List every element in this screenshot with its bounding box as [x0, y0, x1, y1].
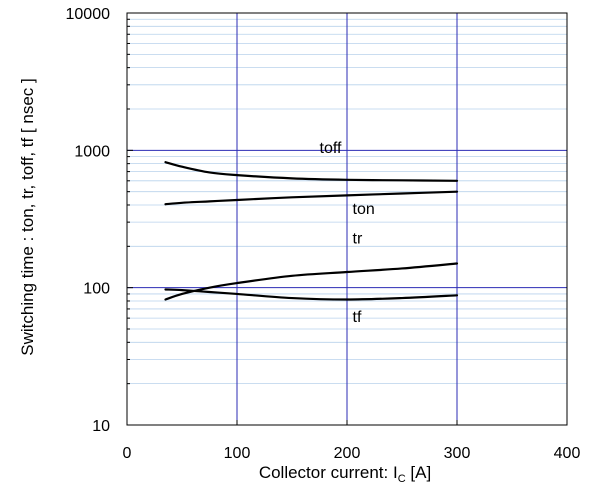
- y-tick-label: 1000: [74, 143, 110, 160]
- x-tick-label: 100: [224, 445, 251, 462]
- x-tick-label: 200: [334, 445, 361, 462]
- x-tick-label: 400: [554, 445, 581, 462]
- y-tick-label: 100: [83, 281, 110, 298]
- series-line-tf: [164, 288, 459, 301]
- series-line-ton: [164, 190, 459, 206]
- series-labels: toff ton tr tf: [320, 140, 375, 326]
- series-lines: [164, 161, 459, 301]
- axis-ticks: [126, 18, 568, 426]
- series-label-toff: toff: [320, 140, 343, 157]
- y-tick-labels: 10 100 1000 10000: [66, 6, 111, 435]
- series-label-ton: ton: [353, 201, 375, 218]
- y-tick-label: 10: [92, 418, 110, 435]
- y-axis-title: Switching time : ton, tr, toff, tf [ nse…: [18, 78, 37, 355]
- series-line-toff: [164, 161, 459, 182]
- major-grid: [127, 13, 567, 425]
- x-tick-labels: 0 100 200 300 400: [123, 445, 581, 462]
- x-tick-label: 300: [444, 445, 471, 462]
- x-axis-title: Collector current: IC [A]: [259, 463, 431, 485]
- series-label-tf: tf: [353, 309, 362, 326]
- y-tick-label: 10000: [66, 6, 111, 23]
- x-tick-label: 0: [123, 445, 132, 462]
- series-line-tr: [164, 262, 459, 301]
- series-label-tr: tr: [353, 230, 363, 247]
